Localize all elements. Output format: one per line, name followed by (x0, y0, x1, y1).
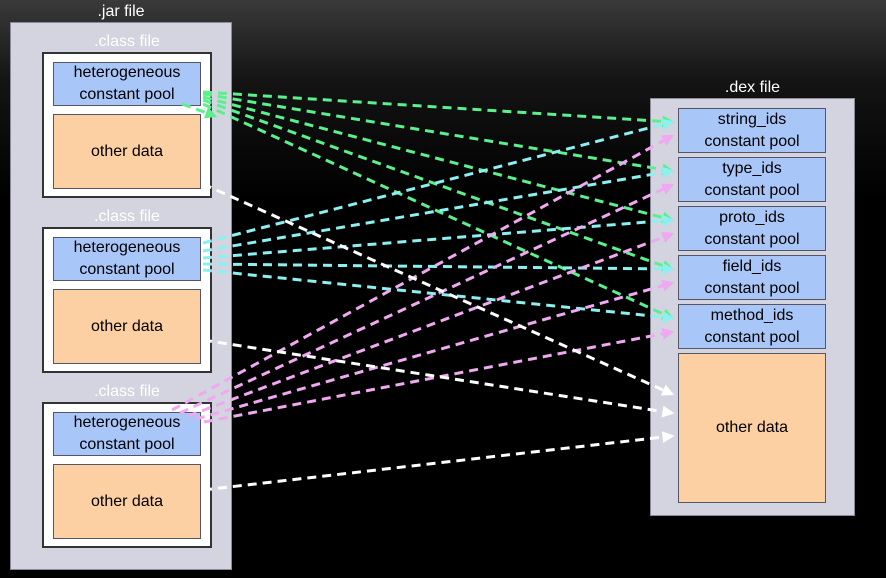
dex-file-title: .dex file (724, 79, 781, 96)
dex-field-ids-pool: field_ids constant pool (678, 255, 826, 300)
class2-arrow-2 (202, 166, 675, 253)
dex-other-data: other data (678, 353, 826, 503)
class-1-other-data: other data (53, 114, 201, 189)
class-2-other-data: other data (53, 289, 201, 364)
class3-arrow-5 (203, 327, 675, 424)
class-2-constant-pool: heterogeneous constant pool (53, 237, 201, 281)
class-3-other-data: other data (53, 464, 201, 539)
class1-arrow-3 (202, 95, 675, 224)
class2-arrow-3 (202, 214, 675, 260)
class1-arrow-4 (202, 98, 675, 272)
class-file-title-3: .class file (94, 383, 160, 400)
class2-arrow-4 (202, 262, 675, 275)
class-3-constant-pool: heterogeneous constant pool (53, 412, 201, 456)
jar-file-title: .jar file (97, 3, 145, 20)
dex-type-ids-pool: type_ids constant pool (678, 157, 826, 202)
class1-arrow-5 (202, 102, 675, 320)
class3-arrow-2 (179, 183, 675, 415)
class1-arrow-short (181, 102, 218, 119)
dex-method-ids-pool: method_ids constant pool (678, 304, 826, 349)
class1-arrow-2 (202, 92, 675, 176)
other-arrow-2 (202, 338, 675, 418)
class1-arrow-1 (202, 90, 675, 128)
class3-arrow-3 (187, 231, 675, 418)
class2-arrow-1 (202, 118, 675, 245)
class2-arrow-5 (202, 268, 675, 323)
class-file-title-1: .class file (94, 33, 160, 50)
dex-string-ids-pool: string_ids constant pool (678, 108, 826, 153)
other-arrow-3 (202, 431, 675, 492)
class-1-constant-pool: heterogeneous constant pool (53, 62, 201, 106)
class-file-title-2: .class file (94, 208, 160, 225)
class3-arrow-4 (195, 279, 675, 421)
class3-arrow-1 (171, 134, 675, 412)
other-arrow-1 (202, 182, 675, 396)
dex-proto-ids-pool: proto_ids constant pool (678, 206, 826, 251)
